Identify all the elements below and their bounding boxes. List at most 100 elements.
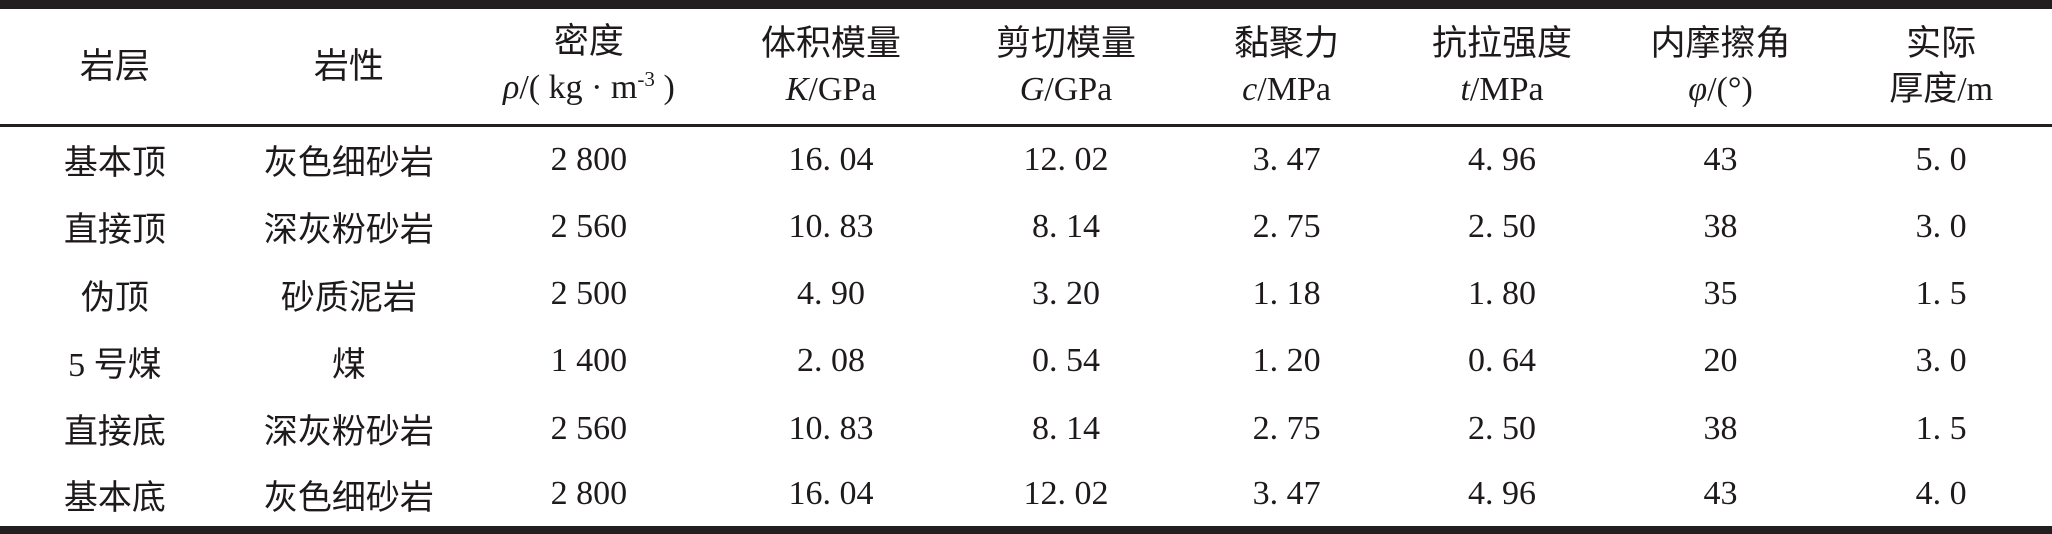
cell-friction-angle: 38 bbox=[1703, 207, 1738, 245]
cell-cohesion: 1. 20 bbox=[1252, 342, 1321, 380]
density-symbol: ρ bbox=[503, 69, 520, 106]
header-unit: t/MPa bbox=[1393, 67, 1611, 113]
cell-shear-modulus: 3. 20 bbox=[1031, 275, 1100, 313]
col-header-thickness: 实际 厚度/m bbox=[1830, 4, 2052, 127]
table-row: 直接顶 深灰粉砂岩 2 560 10. 83 8. 14 2. 75 2. 50… bbox=[0, 193, 2052, 260]
cell-thickness: 3. 0 bbox=[1915, 207, 1967, 245]
cell-friction-angle: 35 bbox=[1703, 275, 1738, 313]
cell-cohesion: 3. 47 bbox=[1252, 475, 1321, 513]
cell-cohesion: 2. 75 bbox=[1252, 409, 1321, 447]
density-unit-tail: ) bbox=[654, 69, 675, 106]
col-header-tensile-strength: 抗拉强度 t/MPa bbox=[1393, 4, 1611, 127]
cell-lithology: 砂质泥岩 bbox=[280, 279, 417, 317]
col-header-cohesion: 黏聚力 c/MPa bbox=[1179, 4, 1394, 127]
cell-bulk-modulus: 10. 83 bbox=[788, 207, 874, 245]
cell-cohesion: 1. 18 bbox=[1252, 275, 1321, 313]
thickness-unit: 厚度/m bbox=[1889, 70, 1994, 108]
cell-friction-angle: 20 bbox=[1703, 342, 1738, 380]
header-row: 岩层 岩性 密度 ρ/( kg · m-3 ) 体积模量 K/GPa 剪切模量 … bbox=[0, 4, 2052, 127]
cell-shear-modulus: 12. 02 bbox=[1023, 475, 1109, 513]
cell-rock-layer: 直接顶 bbox=[63, 212, 166, 250]
cell-tensile-strength: 2. 50 bbox=[1468, 207, 1537, 245]
cell-tensile-strength: 0. 64 bbox=[1468, 342, 1537, 380]
cell-friction-angle: 43 bbox=[1703, 475, 1738, 513]
header-title: 内摩擦角 bbox=[1650, 23, 1791, 63]
friction-angle-symbol: φ bbox=[1688, 70, 1708, 108]
cell-shear-modulus: 8. 14 bbox=[1031, 207, 1100, 245]
header-title: 实际 bbox=[1906, 23, 1977, 63]
table-row: 基本顶 灰色细砂岩 2 800 16. 04 12. 02 3. 47 4. 9… bbox=[0, 126, 2052, 193]
cell-shear-modulus: 0. 54 bbox=[1031, 342, 1100, 380]
table-row: 5 号煤 煤 1 400 2. 08 0. 54 1. 20 0. 64 20 … bbox=[0, 328, 2052, 395]
col-header-lithology: 岩性 bbox=[229, 4, 468, 127]
header-title: 抗拉强度 bbox=[1432, 23, 1573, 63]
density-unit-pre: /( kg · m bbox=[519, 69, 638, 106]
cell-density: 2 800 bbox=[550, 475, 628, 513]
shear-modulus-symbol: G bbox=[1019, 70, 1045, 108]
tensile-strength-unit: /MPa bbox=[1469, 70, 1544, 108]
cell-density: 1 400 bbox=[550, 342, 628, 380]
cell-rock-layer: 基本顶 bbox=[63, 145, 166, 183]
density-unit-exponent: -3 bbox=[637, 67, 655, 92]
cell-cohesion: 3. 47 bbox=[1252, 140, 1321, 178]
cell-rock-layer: 基本底 bbox=[63, 479, 166, 517]
cell-rock-layer: 直接底 bbox=[63, 414, 166, 452]
cell-rock-layer: 伪顶 bbox=[80, 279, 149, 317]
cohesion-symbol: c bbox=[1242, 70, 1258, 108]
cell-density: 2 500 bbox=[550, 275, 628, 313]
cell-bulk-modulus: 4. 90 bbox=[797, 275, 866, 313]
cell-thickness: 5. 0 bbox=[1915, 140, 1967, 178]
header-unit: ρ/( kg · m-3 ) bbox=[468, 65, 710, 114]
cell-rock-layer: 5 号煤 bbox=[68, 346, 162, 384]
cell-tensile-strength: 2. 50 bbox=[1468, 409, 1537, 447]
cell-tensile-strength: 4. 96 bbox=[1468, 475, 1537, 513]
cohesion-unit: /MPa bbox=[1257, 70, 1331, 108]
col-header-bulk-modulus: 体积模量 K/GPa bbox=[709, 4, 953, 127]
cell-thickness: 1. 5 bbox=[1915, 275, 1967, 313]
bulk-modulus-symbol: K bbox=[785, 70, 809, 108]
friction-angle-unit: /(°) bbox=[1707, 70, 1753, 108]
col-header-shear-modulus: 剪切模量 G/GPa bbox=[952, 4, 1180, 127]
cell-thickness: 3. 0 bbox=[1915, 342, 1967, 380]
cell-shear-modulus: 12. 02 bbox=[1023, 140, 1109, 178]
cell-lithology: 深灰粉砂岩 bbox=[263, 212, 434, 250]
header-title: 剪切模量 bbox=[995, 23, 1136, 63]
cell-friction-angle: 43 bbox=[1703, 140, 1738, 178]
table-row: 伪顶 砂质泥岩 2 500 4. 90 3. 20 1. 18 1. 80 35… bbox=[0, 260, 2052, 327]
cell-friction-angle: 38 bbox=[1703, 409, 1738, 447]
header-title: 黏聚力 bbox=[1234, 23, 1340, 63]
cell-cohesion: 2. 75 bbox=[1252, 207, 1321, 245]
cell-tensile-strength: 4. 96 bbox=[1468, 140, 1537, 178]
table-row: 基本底 灰色细砂岩 2 800 16. 04 12. 02 3. 47 4. 9… bbox=[0, 463, 2052, 530]
header-title: 岩性 bbox=[313, 46, 384, 86]
col-header-rock-layer: 岩层 bbox=[0, 4, 230, 127]
cell-thickness: 4. 0 bbox=[1915, 475, 1967, 513]
cell-bulk-modulus: 2. 08 bbox=[797, 342, 866, 380]
cell-density: 2 800 bbox=[550, 140, 628, 178]
header-title: 密度 bbox=[553, 22, 624, 61]
table-row: 直接底 深灰粉砂岩 2 560 10. 83 8. 14 2. 75 2. 50… bbox=[0, 395, 2052, 462]
header-unit: K/GPa bbox=[710, 67, 952, 113]
header-unit: G/GPa bbox=[952, 67, 1180, 113]
cell-bulk-modulus: 10. 83 bbox=[788, 409, 874, 447]
header-title: 体积模量 bbox=[761, 23, 902, 63]
cell-density: 2 560 bbox=[550, 207, 628, 245]
col-header-density: 密度 ρ/( kg · m-3 ) bbox=[467, 4, 710, 127]
table-header: 岩层 岩性 密度 ρ/( kg · m-3 ) 体积模量 K/GPa 剪切模量 … bbox=[0, 4, 2052, 127]
shear-modulus-unit: /GPa bbox=[1044, 70, 1113, 108]
cell-lithology: 灰色细砂岩 bbox=[263, 145, 434, 183]
cell-tensile-strength: 1. 80 bbox=[1468, 275, 1537, 313]
cell-shear-modulus: 8. 14 bbox=[1031, 409, 1100, 447]
header-unit: φ/(°) bbox=[1611, 67, 1831, 113]
cell-lithology: 灰色细砂岩 bbox=[263, 479, 434, 517]
cell-lithology: 煤 bbox=[331, 346, 366, 384]
cell-bulk-modulus: 16. 04 bbox=[788, 140, 874, 178]
cell-thickness: 1. 5 bbox=[1915, 409, 1967, 447]
bulk-modulus-unit: /GPa bbox=[808, 70, 877, 108]
cell-lithology: 深灰粉砂岩 bbox=[263, 414, 434, 452]
header-unit: c/MPa bbox=[1180, 67, 1393, 113]
cell-bulk-modulus: 16. 04 bbox=[788, 475, 874, 513]
table-body: 基本顶 灰色细砂岩 2 800 16. 04 12. 02 3. 47 4. 9… bbox=[0, 126, 2052, 531]
tensile-strength-symbol: t bbox=[1460, 70, 1470, 108]
